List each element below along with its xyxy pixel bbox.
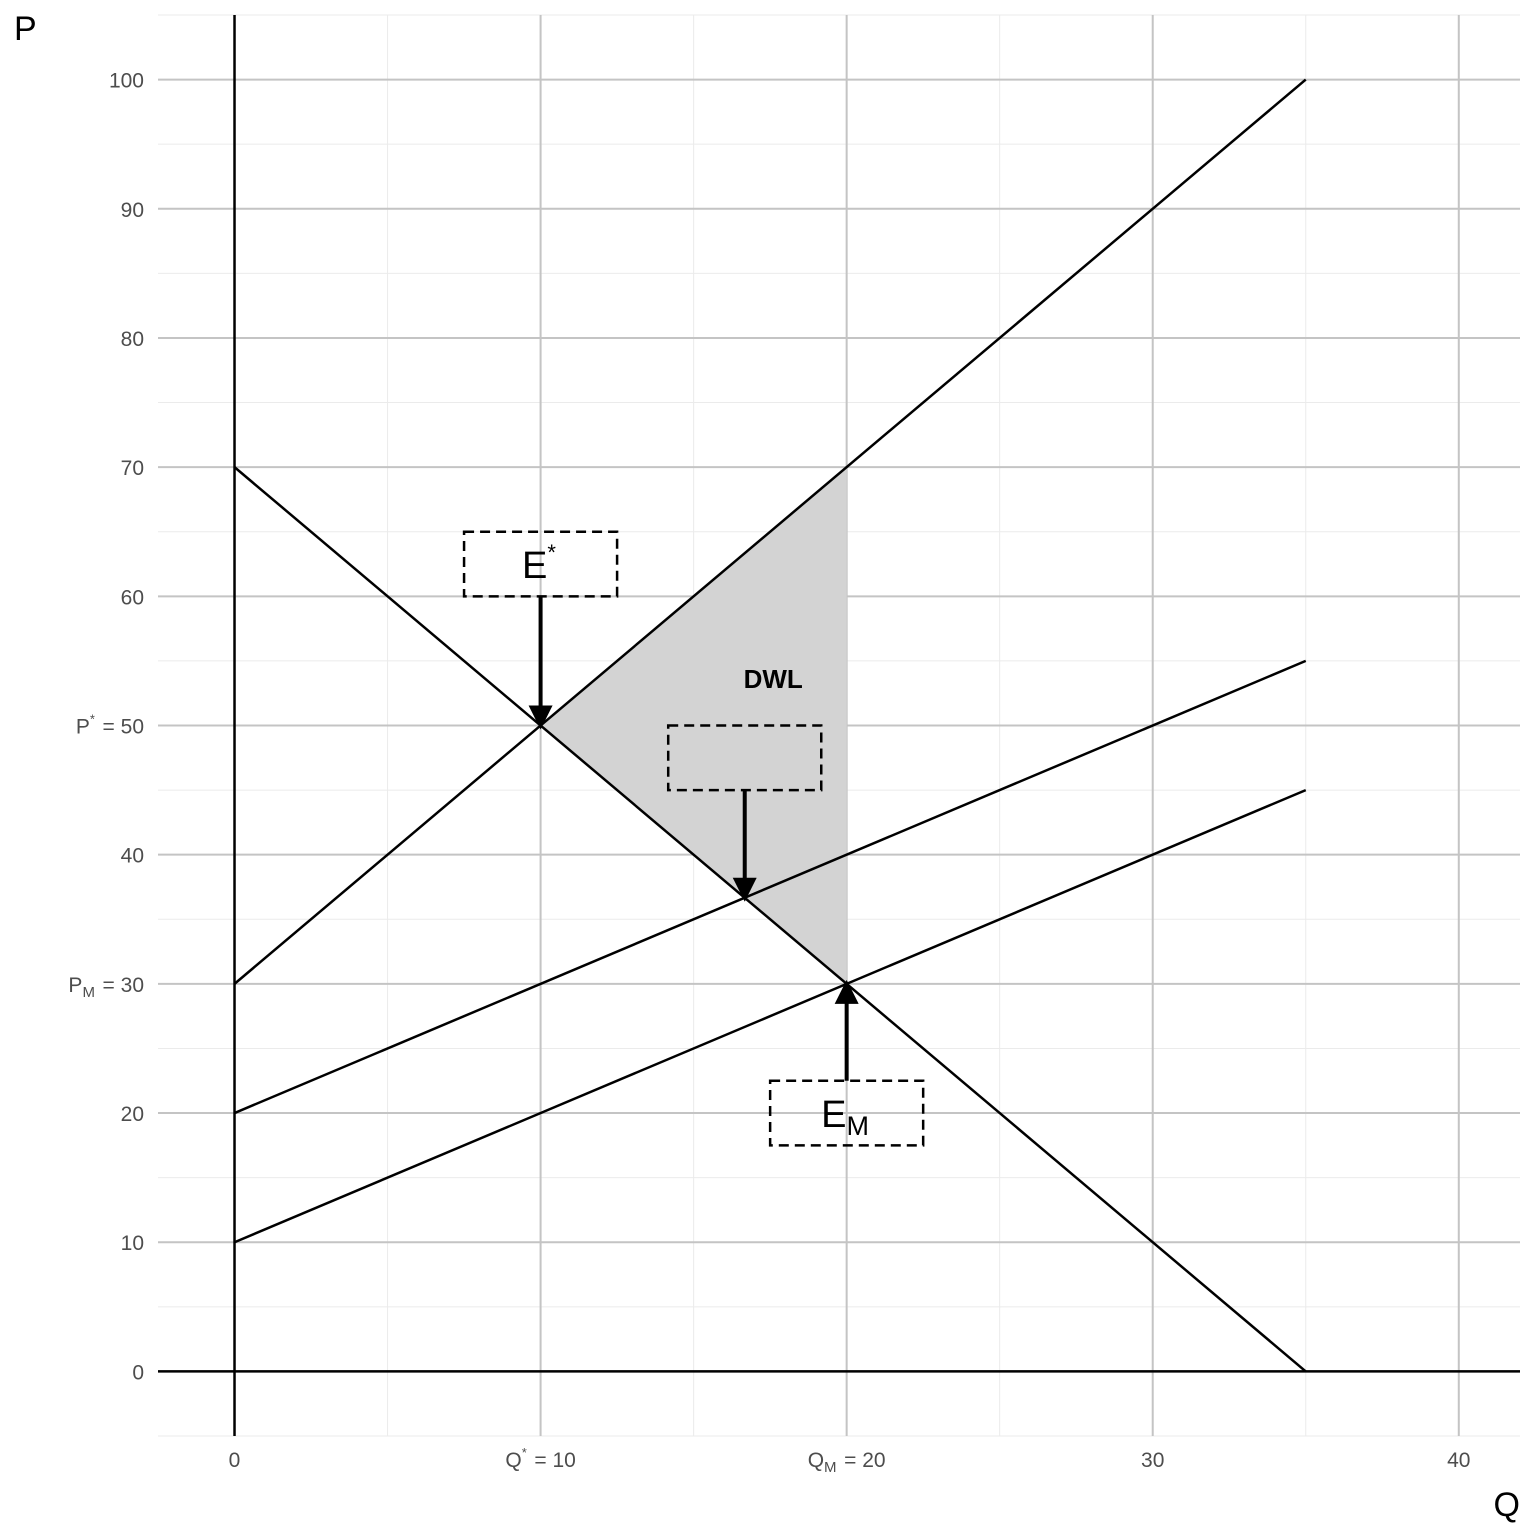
y-tick-label: 80 xyxy=(121,328,144,351)
y-axis-title: P xyxy=(14,10,37,48)
curves xyxy=(233,78,1307,1373)
y-tick-label: 40 xyxy=(121,845,144,868)
y-tick-label: 60 xyxy=(121,586,144,609)
x-tick-label: Q* = 10 xyxy=(505,1445,575,1472)
dwl-label: DWL xyxy=(744,664,803,694)
y-tick-label: 70 xyxy=(121,457,144,480)
annotation-box-3 xyxy=(768,1079,925,1147)
y-tick-label: 10 xyxy=(121,1232,144,1255)
annotation-label-1: E* xyxy=(522,540,559,587)
minor-gridlines xyxy=(158,14,1520,1437)
series-line-3 xyxy=(234,659,1307,1115)
x-tick-label: QM = 20 xyxy=(808,1449,886,1476)
annotations: E* EM xyxy=(462,530,925,1147)
axes xyxy=(158,15,1520,1436)
series-line-1 xyxy=(233,466,1307,1373)
y-tick-label: 100 xyxy=(109,70,144,93)
y-tick-label: 90 xyxy=(121,199,144,222)
series-line-4 xyxy=(234,788,1307,1244)
y-tick-label: PM = 30 xyxy=(68,974,144,1001)
series-line-2 xyxy=(233,78,1307,985)
x-tick-label: 30 xyxy=(1141,1449,1164,1472)
annotation-label-3: EM xyxy=(821,1094,872,1141)
y-tick-label: 0 xyxy=(132,1361,144,1384)
y-tick-label: 20 xyxy=(121,1103,144,1126)
x-axis-title: Q xyxy=(1494,1486,1520,1524)
x-tick-label: 0 xyxy=(229,1449,241,1472)
tick-labels: 0 Q* = 10 QM = 20 30 40 0 10 20 PM = 30 40 P* = 50… xyxy=(68,70,1470,1476)
y-tick-label: P* = 50 xyxy=(76,712,144,739)
x-tick-label: 40 xyxy=(1447,1449,1470,1472)
